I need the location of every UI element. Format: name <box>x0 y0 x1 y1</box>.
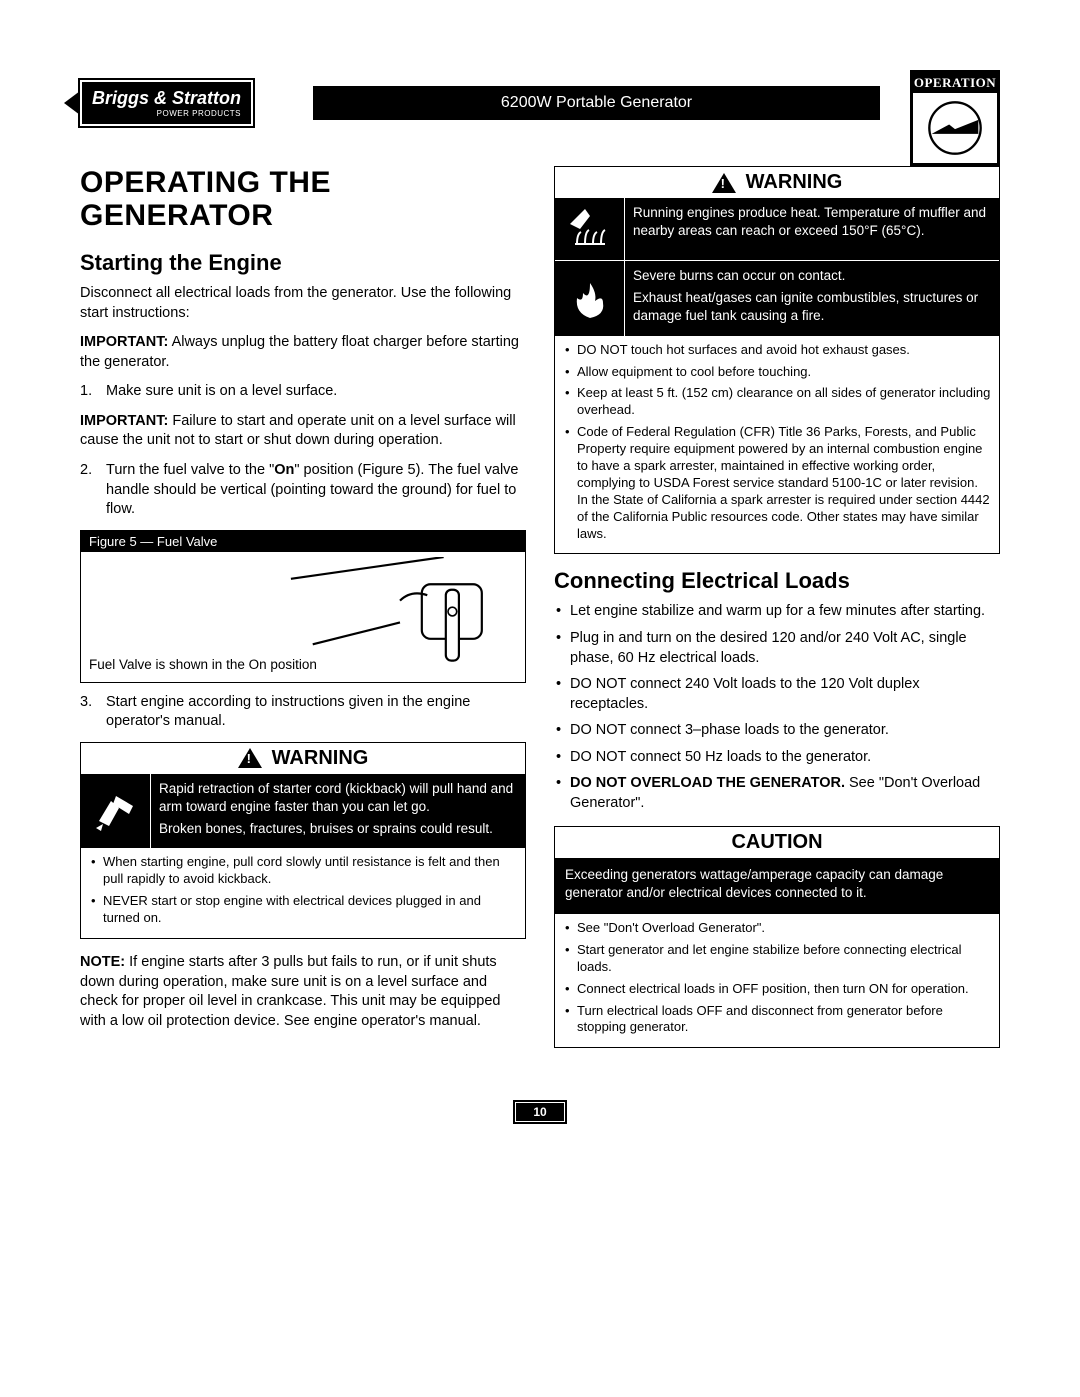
figure-5-title: Figure 5 — Fuel Valve <box>81 531 525 552</box>
warning-kickback-bullets: When starting engine, pull cord slowly u… <box>81 848 525 938</box>
caution-bullets: See "Don't Overload Generator". Start ge… <box>555 914 999 1047</box>
warning-heat-p3: Exhaust heat/gases can ignite combustibl… <box>633 289 991 325</box>
product-title: 6200W Portable Generator <box>313 86 880 120</box>
figure-5: Figure 5 — Fuel Valve Fuel Valve is show… <box>80 530 526 683</box>
operation-badge-title: OPERATION <box>913 73 997 93</box>
warning-kickback-title: WARNING <box>81 743 525 774</box>
fire-icon <box>555 261 625 336</box>
connecting-heading: Connecting Electrical Loads <box>554 568 1000 594</box>
brand-name: Briggs & Stratton <box>92 88 241 108</box>
brand-logo: Briggs & Stratton POWER PRODUCTS <box>80 80 253 126</box>
warning-heat-bullets: DO NOT touch hot surfaces and avoid hot … <box>555 336 999 554</box>
warning-heat: WARNING Running engines produce heat. Te… <box>554 166 1000 554</box>
warning-triangle-icon <box>238 748 262 768</box>
fuel-valve-illustration <box>280 557 520 677</box>
caution-box: CAUTION Exceeding generators wattage/amp… <box>554 826 1000 1049</box>
connecting-bullets: Let engine stabilize and warm up for a f… <box>554 602 1000 813</box>
content-columns: OPERATING THE GENERATOR Starting the Eng… <box>80 166 1000 1062</box>
page-number: 10 <box>515 1102 565 1122</box>
warning-heat-p1: Running engines produce heat. Temperatur… <box>633 204 991 240</box>
step-1: Make sure unit is on a level surface. <box>80 382 526 402</box>
important-2: IMPORTANT: Failure to start and operate … <box>80 412 526 451</box>
left-column: OPERATING THE GENERATOR Starting the Eng… <box>80 166 526 1062</box>
disconnect-paragraph: Disconnect all electrical loads from the… <box>80 284 526 323</box>
caution-title: CAUTION <box>555 827 999 858</box>
note-paragraph: NOTE: If engine starts after 3 pulls but… <box>80 953 526 1031</box>
kickback-icon <box>81 774 151 849</box>
right-column: WARNING Running engines produce heat. Te… <box>554 166 1000 1062</box>
warning-kickback-p1: Rapid retraction of starter cord (kickba… <box>159 780 517 816</box>
warning-heat-title: WARNING <box>555 167 999 198</box>
steps-list-3: Start engine according to instructions g… <box>80 693 526 732</box>
operation-badge-icon <box>913 93 997 163</box>
steps-list-2: Turn the fuel valve to the "On" position… <box>80 461 526 520</box>
operation-badge: OPERATION <box>910 70 1000 166</box>
hot-surface-icon <box>555 198 625 260</box>
warning-triangle-icon <box>712 173 736 193</box>
step-2: Turn the fuel valve to the "On" position… <box>80 461 526 520</box>
caution-p1: Exceeding generators wattage/amperage ca… <box>565 866 989 902</box>
important-1: IMPORTANT: Always unplug the battery flo… <box>80 333 526 372</box>
warning-heat-p2: Severe burns can occur on contact. <box>633 267 991 285</box>
warning-kickback: WARNING Rapid retraction of starter cord… <box>80 742 526 939</box>
warning-kickback-p2: Broken bones, fractures, bruises or spra… <box>159 820 517 838</box>
main-heading: OPERATING THE GENERATOR <box>80 166 526 232</box>
starting-heading: Starting the Engine <box>80 250 526 276</box>
brand-subtitle: POWER PRODUCTS <box>92 109 241 118</box>
steps-list-1: Make sure unit is on a level surface. <box>80 382 526 402</box>
page-header: Briggs & Stratton POWER PRODUCTS 6200W P… <box>80 80 1000 126</box>
step-3: Start engine according to instructions g… <box>80 693 526 732</box>
